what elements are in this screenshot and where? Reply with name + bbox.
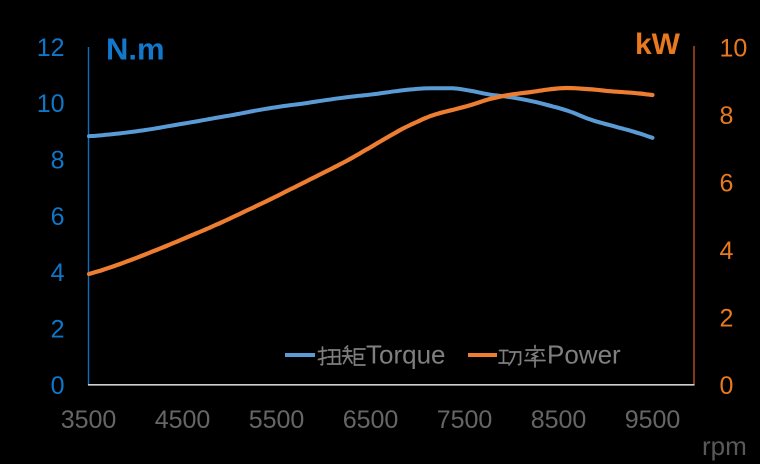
svg-text:6500: 6500 — [343, 406, 399, 434]
svg-text:6: 6 — [720, 169, 734, 197]
svg-text:4: 4 — [51, 259, 65, 287]
svg-text:8500: 8500 — [531, 406, 587, 434]
svg-text:12: 12 — [37, 34, 65, 62]
svg-text:10: 10 — [37, 90, 65, 118]
svg-text:10: 10 — [720, 34, 748, 62]
svg-text:8: 8 — [720, 102, 734, 130]
svg-text:0: 0 — [720, 372, 734, 400]
svg-text:Torque: Torque — [366, 340, 446, 370]
svg-text:5500: 5500 — [249, 406, 305, 434]
svg-text:4500: 4500 — [155, 406, 211, 434]
svg-text:2: 2 — [51, 316, 65, 344]
svg-text:N.m: N.m — [106, 32, 165, 67]
svg-text:4: 4 — [720, 237, 734, 265]
svg-text:6: 6 — [51, 203, 65, 231]
svg-text:kW: kW — [635, 28, 681, 61]
svg-text:8: 8 — [51, 147, 65, 175]
svg-text:rpm: rpm — [702, 431, 747, 461]
svg-text:2: 2 — [720, 304, 734, 332]
svg-text:3500: 3500 — [61, 406, 117, 434]
svg-text:0: 0 — [51, 372, 65, 400]
svg-text:Power: Power — [547, 340, 621, 370]
svg-text:7500: 7500 — [437, 406, 493, 434]
svg-text:9500: 9500 — [625, 406, 681, 434]
